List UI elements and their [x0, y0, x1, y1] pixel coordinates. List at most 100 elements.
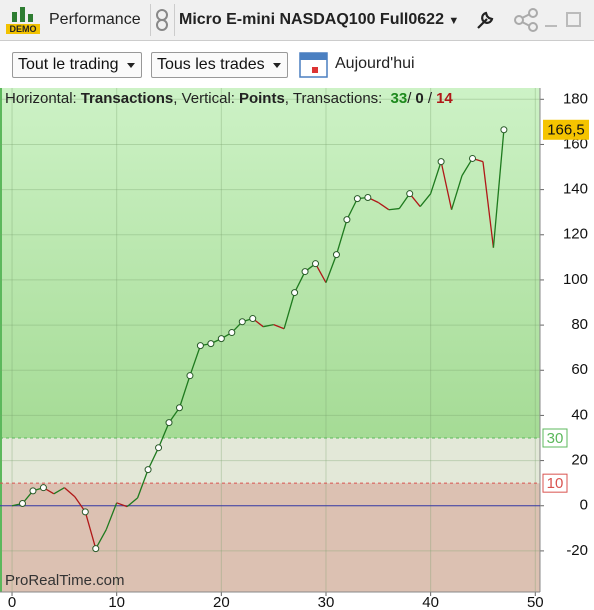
point-marker: [406, 190, 414, 198]
badge-icon: [12, 7, 33, 22]
line-segment: [492, 129, 505, 248]
point-marker: [186, 372, 194, 380]
line-segment: [419, 193, 432, 207]
y-tick-label: 40: [571, 406, 588, 423]
instrument-name: Micro E-mini NASDAQ100 Full0622: [179, 11, 444, 28]
share-icon[interactable]: [513, 8, 541, 32]
x-tick-label: 10: [108, 594, 125, 610]
settings-icon[interactable]: [474, 9, 496, 31]
separator: [174, 4, 175, 36]
wins: 33: [390, 90, 408, 107]
x-tick-label: 30: [318, 594, 335, 610]
line-segment: [430, 161, 442, 194]
line-segment: [325, 254, 338, 283]
line-segment: [388, 207, 400, 211]
losses: 14: [436, 90, 453, 107]
point-marker: [165, 419, 173, 427]
y-tick-label: 140: [563, 181, 588, 198]
line-segment: [377, 201, 390, 211]
point-marker: [364, 194, 372, 202]
threshold-box: [542, 473, 568, 493]
window-controls[interactable]: [543, 10, 593, 30]
point-marker: [353, 195, 361, 203]
x-tick-label: 50: [527, 594, 544, 610]
line-segment: [178, 375, 191, 408]
line-segment: [263, 324, 274, 328]
instrument-select[interactable]: Micro E-mini NASDAQ100 Full0622 ▼: [179, 11, 460, 28]
link-icon[interactable]: [153, 8, 171, 32]
x-tick-label: 20: [213, 594, 230, 610]
x-tick-label: 40: [422, 594, 439, 610]
point-marker: [301, 268, 309, 276]
line-segment: [84, 511, 97, 549]
point-marker: [291, 289, 299, 297]
point-marker: [144, 466, 152, 474]
point-marker: [238, 318, 246, 326]
threshold-label: 10: [547, 475, 564, 492]
last-value-box: [543, 119, 589, 140]
y-tick-label: 20: [571, 452, 588, 469]
last-value-label: 166,5: [547, 122, 585, 139]
line-segment: [95, 529, 107, 549]
line-segment: [346, 198, 358, 220]
period-button[interactable]: Aujourd'hui: [335, 55, 415, 72]
line-segment: [283, 292, 296, 329]
y-tick-label: -20: [566, 542, 588, 559]
y-tick-label: 100: [563, 271, 588, 288]
line-segment: [335, 219, 348, 255]
point-marker: [469, 154, 476, 162]
line-segment: [126, 497, 139, 508]
line-segment: [294, 271, 306, 293]
y-tick-label: 80: [571, 316, 588, 333]
zone-neutral: [0, 438, 540, 484]
zone-profit: [0, 88, 540, 438]
line-segment: [450, 175, 463, 210]
point-marker: [196, 342, 204, 350]
point-marker: [217, 335, 225, 343]
point-marker: [332, 251, 340, 259]
trades-dropdown[interactable]: Tous les trades: [151, 52, 288, 78]
panel-title: Performance: [49, 11, 141, 28]
x-tick-label: 0: [8, 594, 16, 610]
point-marker: [19, 499, 26, 507]
info-sep: /: [427, 90, 433, 107]
zone-loss: [0, 483, 540, 592]
point-marker: [249, 315, 257, 323]
line-segment: [273, 324, 285, 330]
point-marker: [92, 545, 100, 553]
scope-dropdown[interactable]: Tout le trading: [12, 52, 142, 78]
point-marker: [207, 340, 215, 348]
info-value: Points: [238, 90, 285, 107]
info-text: , Vertical:: [173, 90, 235, 107]
info-value: Transactions: [80, 90, 174, 107]
point-marker: [437, 158, 445, 166]
y-tick-label: 0: [580, 497, 588, 514]
point-marker: [155, 444, 163, 452]
line-segment: [482, 161, 495, 248]
point-marker: [39, 484, 47, 492]
info-text: , Transactions:: [284, 90, 383, 107]
calendar-icon[interactable]: [298, 49, 330, 79]
line-segment: [157, 422, 170, 448]
line-segment: [105, 502, 118, 530]
watermark: ProRealTime.com: [5, 572, 124, 589]
point-marker: [343, 216, 351, 224]
threshold-box: [542, 428, 568, 448]
badge-text: DEMO: [6, 24, 40, 34]
info-sep: /: [407, 90, 412, 107]
even: 0: [415, 90, 424, 107]
demo-badge: DEMO: [6, 4, 40, 34]
line-segment: [440, 161, 453, 210]
point-marker: [175, 404, 183, 412]
info-line: Horizontal: Transactions, Vertical: Points…: [5, 90, 453, 107]
line-segment: [53, 487, 65, 495]
left-border: [0, 88, 2, 592]
line-segment: [116, 502, 128, 508]
separator: [150, 4, 151, 36]
y-tick-label: 120: [563, 226, 588, 243]
threshold-label: 30: [547, 430, 564, 447]
point-marker: [228, 329, 236, 337]
point-marker: [500, 126, 508, 134]
